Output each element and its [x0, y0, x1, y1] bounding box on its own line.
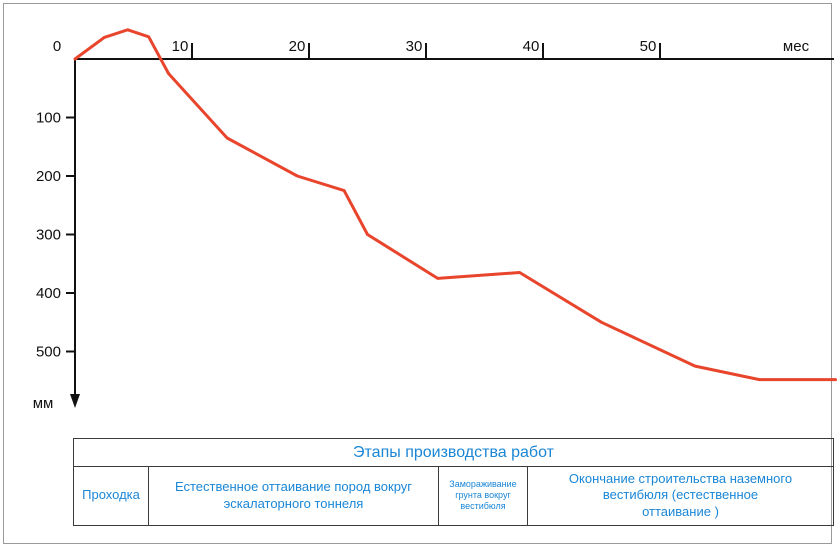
- data-point: [225, 136, 229, 140]
- y-tick-label-500: 500: [36, 344, 61, 361]
- data-point: [167, 72, 170, 75]
- x-tick-label-10: 10: [172, 38, 189, 55]
- y-tick-label-200: 200: [36, 168, 61, 185]
- series-line-0: [73, 28, 837, 382]
- data-point: [436, 277, 439, 280]
- stage-completion: Окончание строительства наземного вестиб…: [568, 471, 793, 519]
- settlement-chart: 0 10 20 30 40 50 мес 100 200 300 400 500 мм: [33, 28, 837, 412]
- x-tick-label-40: 40: [523, 38, 540, 55]
- y-tick-label-300: 300: [36, 227, 61, 244]
- x-tick-label-20: 20: [289, 38, 306, 55]
- figure-frame: [3, 3, 832, 544]
- x-tick-label-0: 0: [53, 38, 61, 55]
- data-point: [73, 57, 77, 61]
- y-tick-label-400: 400: [36, 285, 61, 302]
- data-point: [342, 189, 346, 192]
- stage-tunneling: Проходка: [74, 466, 149, 525]
- data-point: [147, 35, 150, 38]
- data-point: [600, 321, 603, 324]
- data-point: [758, 378, 761, 381]
- stage-ground-freezing: Замораживание грунта вокруг вестибюля: [439, 466, 528, 525]
- data-point: [296, 174, 299, 178]
- x-tick-label-50: 50: [640, 38, 657, 55]
- data-point: [834, 378, 837, 381]
- data-point: [103, 36, 106, 39]
- data-point: [518, 271, 521, 274]
- data-point: [693, 364, 697, 368]
- x-tick-label-30: 30: [406, 38, 423, 55]
- work-stages-title: Этапы производства работ: [74, 439, 833, 467]
- stage-natural-thawing: Естественное оттаивание пород вокруг эск…: [149, 466, 439, 525]
- data-point: [366, 233, 369, 236]
- x-axis-label: мес: [783, 38, 810, 55]
- y-axis-label: мм: [33, 395, 54, 412]
- y-tick-label-100: 100: [36, 110, 61, 127]
- work-stages-table: Этапы производства работ Проходка Естест…: [73, 438, 834, 526]
- data-point: [126, 28, 129, 31]
- y-axis-arrowhead: [70, 394, 80, 408]
